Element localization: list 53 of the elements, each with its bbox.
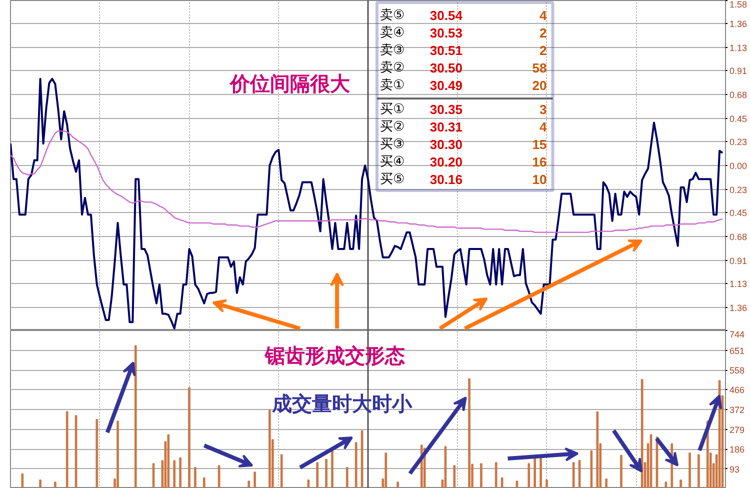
y-tick-label: 0.91 xyxy=(730,256,748,266)
data-label: 16 xyxy=(532,154,547,170)
y-tick-label: 93 xyxy=(730,464,740,474)
data-label: 30.16 xyxy=(430,172,462,188)
category-label: 卖② xyxy=(380,60,405,76)
data-label: 30.50 xyxy=(430,60,462,76)
y-tick-label: 0.68 xyxy=(730,90,748,100)
category-label: 买① xyxy=(380,102,405,117)
y-tick-label: 651 xyxy=(730,346,745,356)
data-label: 4 xyxy=(540,119,548,134)
category-label: 卖⑤ xyxy=(380,8,405,23)
y-tick-label: 1.13 xyxy=(730,279,748,290)
y-tick-label: 372 xyxy=(730,405,745,415)
y-tick-label: 1.13 xyxy=(730,42,748,53)
y-tick-label: 0.45 xyxy=(730,114,748,124)
y-tick-label: 1.36 xyxy=(730,303,748,314)
y-tick-label: 1.58 xyxy=(730,0,748,10)
category-label: 卖④ xyxy=(380,25,405,40)
category-label: 买④ xyxy=(380,154,405,170)
y-tick-label: 744 xyxy=(730,330,745,340)
data-label: 2 xyxy=(540,43,547,58)
data-label: 30.51 xyxy=(430,43,462,58)
data-label: 20 xyxy=(532,78,547,94)
y-tick-label: 0.45 xyxy=(730,208,748,218)
data-label: 30.54 xyxy=(430,8,464,23)
data-label: 4 xyxy=(540,8,548,23)
y-tick-label: 1.36 xyxy=(730,18,748,29)
data-label: 15 xyxy=(532,137,547,152)
data-label: 30.49 xyxy=(430,78,462,94)
y-tick-label: 0.23 xyxy=(730,136,748,147)
data-label: 58 xyxy=(532,60,547,76)
data-label: 10 xyxy=(532,172,547,188)
y-tick-label: 0.91 xyxy=(730,66,748,76)
y-tick-label: 279 xyxy=(730,424,745,435)
category-label: 买② xyxy=(380,119,405,134)
data-label: 30.31 xyxy=(430,119,462,134)
category-label: 卖① xyxy=(380,78,405,94)
y-tick-label: 186 xyxy=(730,444,745,454)
category-label: 买⑤ xyxy=(380,172,405,188)
data-label: 3 xyxy=(540,102,547,117)
y-tick-label: 0.68 xyxy=(730,232,748,242)
y-tick-label: 558 xyxy=(730,366,745,376)
annotation: 价位间隔很大 xyxy=(229,72,352,96)
data-label: 30.20 xyxy=(430,154,462,170)
data-label: 30.35 xyxy=(430,102,462,117)
data-label: 30.30 xyxy=(430,137,462,152)
y-tick-label: 0.00 xyxy=(730,161,748,171)
category-label: 卖③ xyxy=(380,43,405,58)
data-label: 30.53 xyxy=(430,25,462,40)
category-label: 买③ xyxy=(380,137,405,152)
data-label: 2 xyxy=(540,25,547,40)
y-tick-label: 466 xyxy=(730,385,745,396)
y-tick-label: 0.23 xyxy=(730,185,748,196)
